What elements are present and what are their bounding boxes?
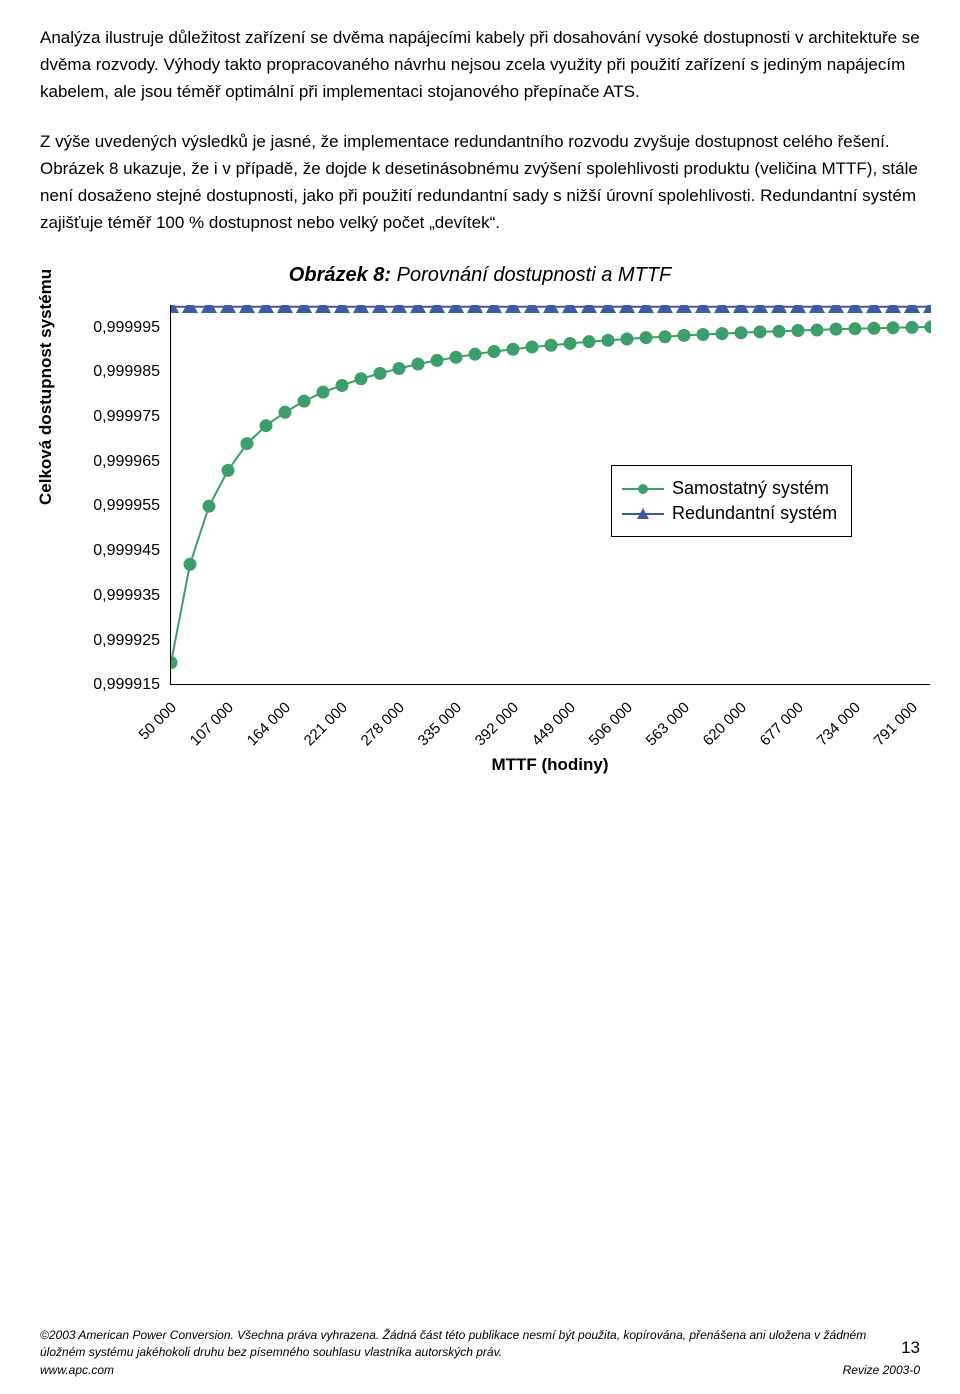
x-tick: 221 000: [301, 699, 351, 749]
y-tick: 0,999945: [93, 542, 160, 560]
x-tick: 677 000: [757, 699, 807, 749]
x-tick-labels: 50 000107 000164 000221 000278 000335 00…: [170, 693, 930, 763]
x-tick: 107 000: [187, 699, 237, 749]
y-tick: 0,999925: [93, 632, 160, 650]
legend-swatch: [622, 479, 664, 499]
footer-revision: Revize 2003-0: [843, 1362, 920, 1378]
x-tick: 335 000: [415, 699, 465, 749]
x-tick: 392 000: [472, 699, 522, 749]
legend-label: Samostatný systém: [672, 478, 829, 499]
x-tick: 164 000: [244, 699, 294, 749]
legend-item: Redundantní systém: [622, 503, 837, 524]
x-tick: 563 000: [643, 699, 693, 749]
legend-label: Redundantní systém: [672, 503, 837, 524]
x-tick: 620 000: [700, 699, 750, 749]
x-tick: 506 000: [586, 699, 636, 749]
plot-area: Samostatný systém Redundantní systém: [170, 305, 930, 685]
x-tick: 50 000: [136, 699, 180, 743]
x-tick: 449 000: [529, 699, 579, 749]
y-tick: 0,999965: [93, 453, 160, 471]
legend-item: Samostatný systém: [622, 478, 837, 499]
y-axis-label: Celková dostupnost systému: [36, 269, 56, 505]
y-tick: 0,999995: [93, 319, 160, 337]
paragraph-1: Analýza ilustruje důležitost zařízení se…: [40, 24, 920, 106]
footer-url: www.apc.com: [40, 1362, 114, 1378]
chart: Celková dostupnost systému 0,9999950,999…: [50, 305, 920, 825]
page-number: 13: [901, 1337, 920, 1360]
y-tick: 0,999955: [93, 497, 160, 515]
x-tick: 278 000: [358, 699, 408, 749]
x-axis-label: MTTF (hodiny): [170, 755, 930, 775]
y-tick: 0,999975: [93, 408, 160, 426]
paragraph-2: Z výše uvedených výsledků je jasné, že i…: [40, 128, 920, 237]
y-tick: 0,999985: [93, 363, 160, 381]
footer: ©2003 American Power Conversion. Všechna…: [40, 1327, 920, 1378]
y-tick: 0,999935: [93, 587, 160, 605]
footer-copyright: ©2003 American Power Conversion. Všechna…: [40, 1327, 901, 1359]
y-tick: 0,999915: [93, 676, 160, 694]
figure-title-bold: Obrázek 8:: [289, 264, 391, 286]
figure-title-rest: Porovnání dostupnosti a MTTF: [391, 264, 671, 286]
x-tick: 791 000: [871, 699, 921, 749]
x-tick: 734 000: [814, 699, 864, 749]
legend: Samostatný systém Redundantní systém: [611, 465, 852, 537]
figure-title: Obrázek 8: Porovnání dostupnosti a MTTF: [40, 264, 920, 287]
legend-swatch: [622, 504, 664, 524]
